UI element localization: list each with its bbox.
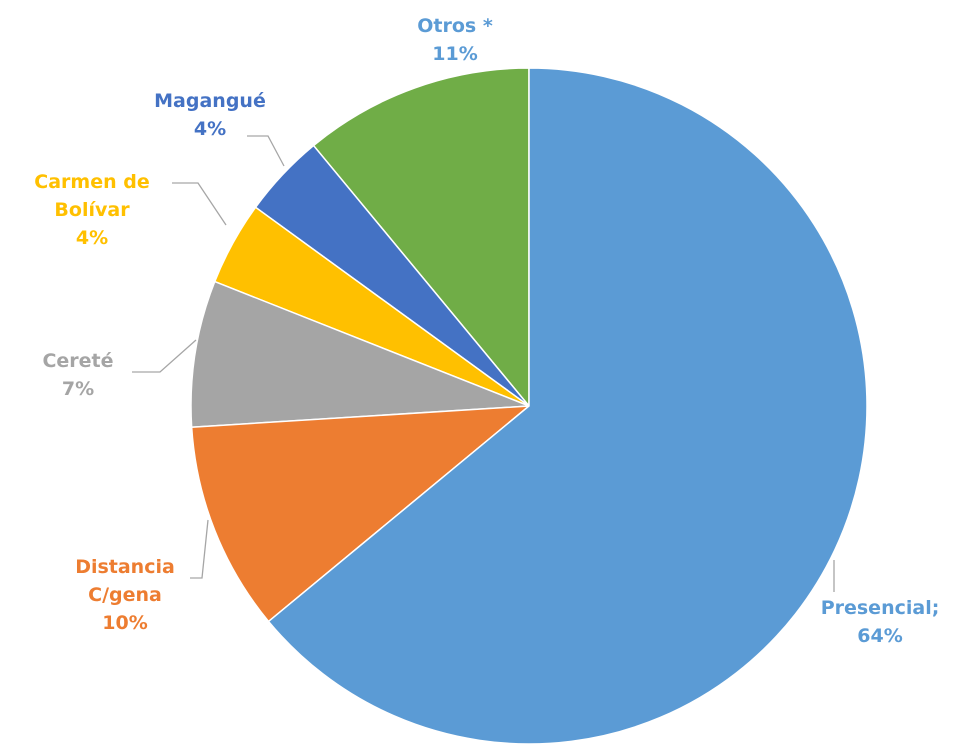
data-label: Distancia C/gena 10% [55, 553, 195, 637]
data-label: Magangué 4% [135, 87, 285, 143]
slice-name: Presencial; [820, 597, 940, 619]
pie-slice [267, 67, 868, 745]
leader-line [172, 182, 227, 226]
slice-value: 4% [193, 118, 227, 140]
slice-name: Magangué [154, 90, 266, 112]
data-label: Otros * 11% [380, 12, 530, 68]
data-label: Cereté 7% [18, 347, 138, 403]
slice-value: 7% [61, 378, 95, 400]
pie-slice [190, 280, 530, 429]
slice-value: 4% [75, 227, 109, 249]
slice-value: 10% [102, 612, 148, 634]
pie-slice [312, 67, 530, 409]
slice-value: 11% [432, 43, 478, 65]
leader-line [132, 339, 197, 373]
data-label: Carmen de Bolívar 4% [10, 168, 175, 252]
slice-name: Distancia C/gena [75, 556, 175, 606]
slice-name: Otros * [417, 15, 493, 37]
pie-slice [190, 405, 532, 623]
slice-name: Carmen de Bolívar [34, 171, 150, 221]
data-label: Presencial; 64% [795, 594, 961, 650]
leader-line [247, 135, 285, 167]
slice-value: 64% [857, 625, 903, 647]
slice-name: Cereté [42, 350, 114, 372]
leader-line [190, 519, 209, 579]
